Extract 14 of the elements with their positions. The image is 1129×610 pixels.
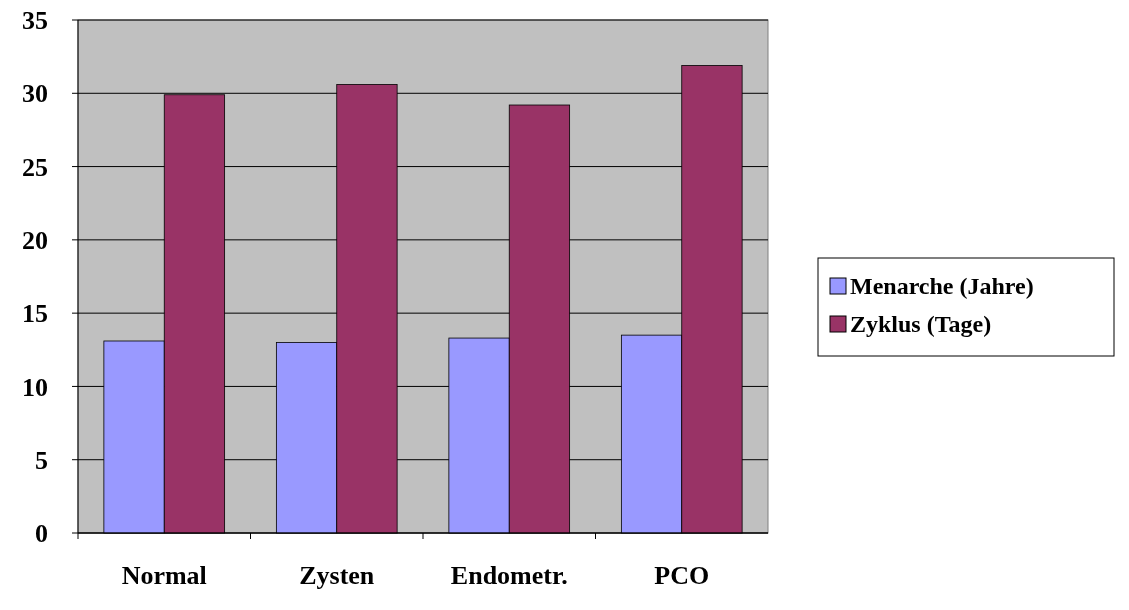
legend-label: Zyklus (Tage)	[850, 311, 992, 338]
y-tick-label: 20	[22, 225, 48, 255]
y-tick-label: 30	[22, 79, 48, 109]
x-tick-label: Zysten	[299, 561, 375, 590]
x-tick-label: Endometr.	[450, 561, 568, 590]
x-tick-label: PCO	[654, 561, 710, 590]
y-tick-label: 25	[22, 152, 48, 182]
y-tick-label: 15	[22, 299, 48, 329]
y-tick-label: 5	[35, 445, 48, 475]
y-tick-label: 0	[35, 519, 48, 549]
y-tick-label: 35	[22, 6, 48, 36]
x-tick-label: Normal	[121, 561, 207, 590]
y-tick-label: 10	[22, 372, 48, 402]
legend-label: Menarche (Jahre)	[850, 273, 1034, 300]
